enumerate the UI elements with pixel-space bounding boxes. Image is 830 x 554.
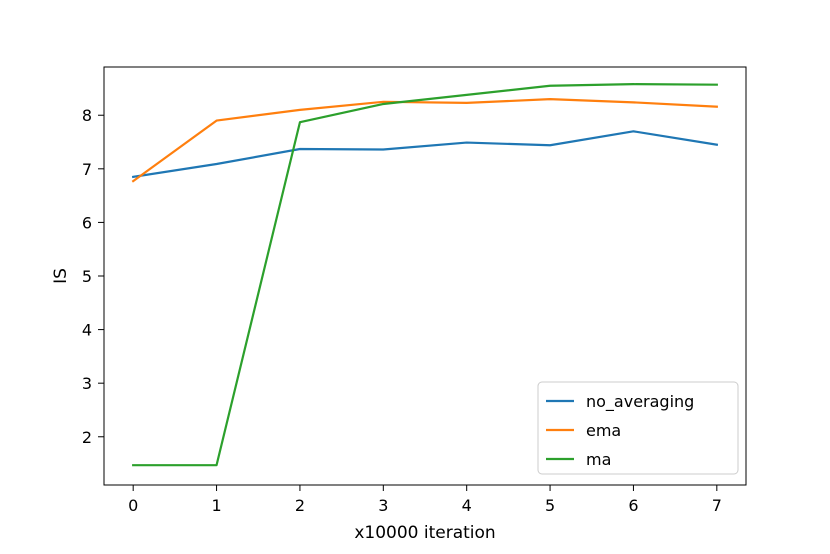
x-tick-label: 2 [295, 496, 305, 515]
x-tick-label: 5 [545, 496, 555, 515]
y-tick-label: 6 [82, 213, 92, 232]
x-tick-label: 3 [378, 496, 388, 515]
legend-label: no_averaging [586, 392, 694, 412]
legend-box [537, 381, 739, 475]
x-axis-label: x10000 iteration [354, 523, 495, 543]
y-axis-label: IS [51, 268, 71, 284]
y-tick-label: 8 [82, 106, 92, 125]
x-tick-label: 1 [211, 496, 221, 515]
y-tick-label: 4 [82, 321, 92, 340]
y-tick-label: 5 [82, 267, 92, 286]
y-tick-label: 3 [82, 374, 92, 393]
x-axis: 0 1 2 3 4 5 6 7 [128, 485, 722, 515]
series-line-ema [131, 98, 718, 183]
y-tick-label: 7 [82, 160, 92, 179]
series-line-no-averaging [131, 130, 719, 179]
x-tick-label: 4 [462, 496, 472, 515]
legend-label: ema [586, 421, 621, 440]
y-axis: 2 3 4 5 6 7 8 [82, 106, 104, 447]
x-tick-label: 7 [712, 496, 722, 515]
legend-label: ma [586, 450, 611, 469]
series-line-ma [132, 83, 718, 467]
x-tick-label: 6 [628, 496, 638, 515]
series-layer [131, 83, 719, 467]
x-tick-label: 0 [128, 496, 138, 515]
y-tick-label: 2 [82, 428, 92, 447]
